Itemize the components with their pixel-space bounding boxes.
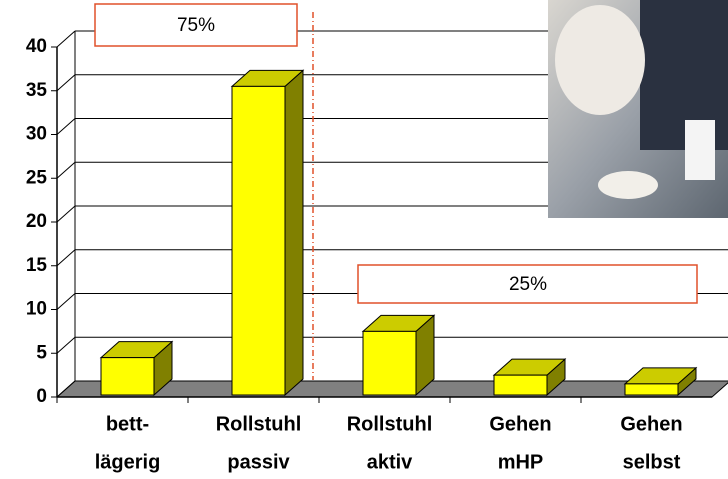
grid-line xyxy=(56,380,76,398)
y-tick-label: 25 xyxy=(26,167,48,188)
y-tick-label: 0 xyxy=(36,386,47,407)
annotation: 25% xyxy=(509,274,547,295)
bar xyxy=(362,330,417,396)
x-tick-label: Gehen xyxy=(489,413,551,435)
y-tick-label: 15 xyxy=(26,255,48,276)
photo xyxy=(548,0,728,218)
grid-line xyxy=(56,74,76,92)
y-tick-label: 5 xyxy=(36,342,47,363)
bar xyxy=(624,383,679,396)
x-tick-label: aktiv xyxy=(367,451,413,473)
x-tick-label: Rollstuhl xyxy=(347,413,433,435)
bar xyxy=(100,357,155,396)
bar-side xyxy=(284,69,304,397)
grid-line xyxy=(56,336,76,354)
x-tick-label: lägerig xyxy=(95,451,161,473)
y-tick-label: 35 xyxy=(26,80,48,101)
grid-line xyxy=(56,249,76,267)
x-tick-label: Rollstuhl xyxy=(216,413,302,435)
grid-line xyxy=(56,205,76,223)
grid-line xyxy=(56,293,76,310)
bar xyxy=(493,374,548,396)
x-tick-label: Gehen xyxy=(620,413,682,435)
x-tick-label: bett- xyxy=(106,413,149,435)
bar xyxy=(231,85,286,396)
y-tick-label: 10 xyxy=(26,299,47,320)
annotation-box xyxy=(94,3,298,47)
annotation: 75% xyxy=(177,15,215,36)
y-tick-label: 30 xyxy=(26,124,47,145)
x-tick-label: passiv xyxy=(227,451,290,473)
x-tick-label: mHP xyxy=(498,451,544,473)
annotation-box xyxy=(357,264,698,304)
x-tick-label: selbst xyxy=(623,451,681,473)
grid-line xyxy=(56,118,76,135)
y-tick-label: 40 xyxy=(26,36,47,57)
grid-line xyxy=(56,30,76,48)
grid-line xyxy=(56,161,76,179)
y-tick-label: 20 xyxy=(26,211,47,232)
